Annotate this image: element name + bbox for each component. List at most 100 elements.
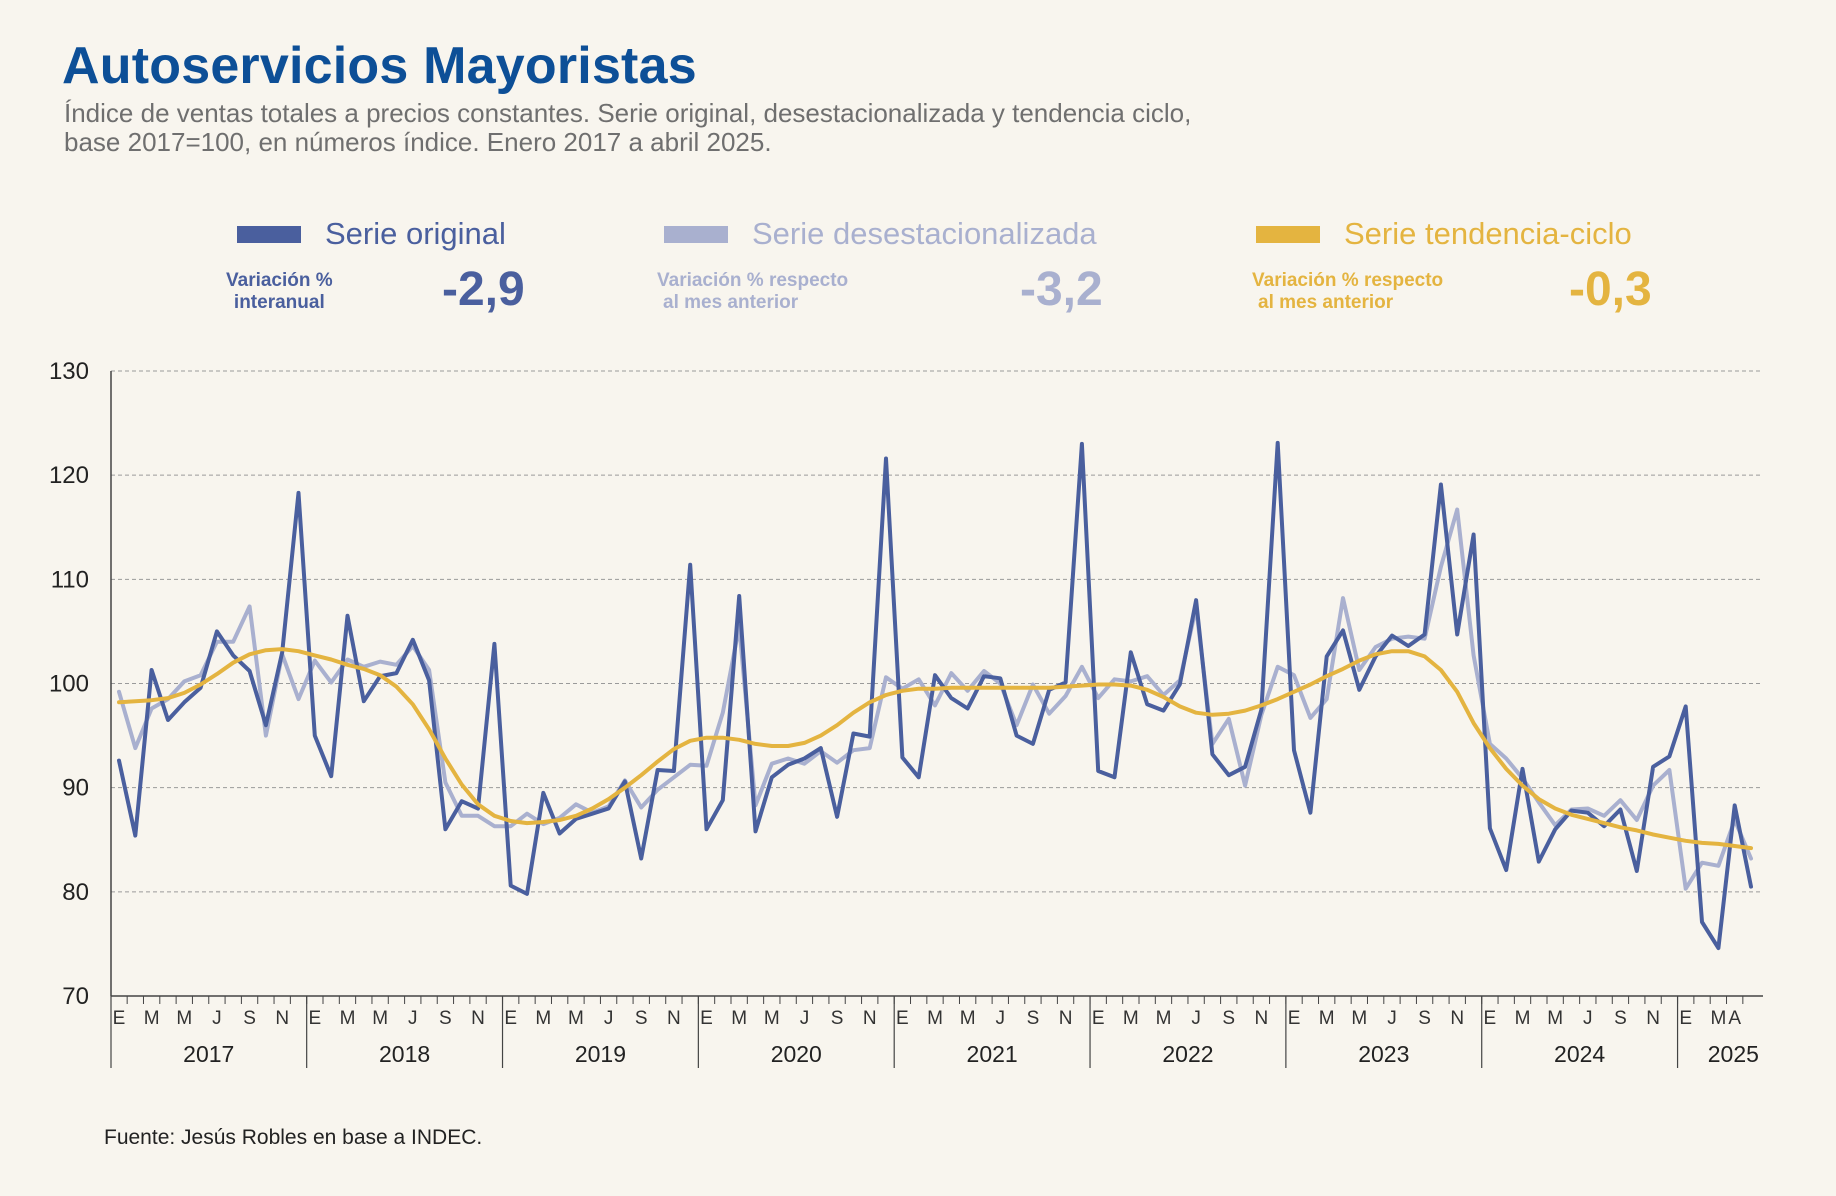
x-month-label: E <box>1092 1008 1105 1029</box>
legend-swatch-desestacionalizada <box>664 225 728 243</box>
x-month-label: M <box>144 1008 160 1029</box>
y-tick-label: 80 <box>62 879 89 906</box>
x-month-label: M <box>1319 1008 1335 1029</box>
x-month-label: M <box>927 1008 943 1029</box>
y-tick-label: 120 <box>49 462 89 489</box>
x-month-label: J <box>1387 1008 1397 1029</box>
x-year-label: 2018 <box>379 1041 430 1067</box>
series-desestacionalizada-line <box>117 507 1753 891</box>
variation-label-tendencia: Variación % respecto al mes anterior <box>1252 270 1443 314</box>
variation-label-tendencia-line1: Variación % respecto <box>1252 270 1444 291</box>
y-tick-label: 110 <box>51 566 89 593</box>
x-month-label: M <box>535 1008 551 1029</box>
x-month-label: M <box>1351 1008 1367 1029</box>
x-month-label: J <box>1191 1008 1201 1029</box>
variation-value-original: -2,9 <box>442 263 525 316</box>
x-month-label: E <box>1679 1008 1692 1029</box>
x-month-label: M <box>1710 1008 1726 1029</box>
y-tick-label: 70 <box>62 983 89 1010</box>
grid-lines <box>111 370 1763 893</box>
x-month-label: S <box>1418 1008 1431 1029</box>
y-tick-label: 130 <box>49 358 89 385</box>
x-month-label: S <box>635 1008 648 1029</box>
x-month-label: M <box>176 1008 192 1029</box>
x-month-label: N <box>471 1008 485 1029</box>
x-month-label: E <box>1288 1008 1301 1029</box>
x-month-label: M <box>764 1008 780 1029</box>
x-month-label: N <box>863 1008 877 1029</box>
x-month-label: M <box>1515 1008 1531 1029</box>
x-month-label: M <box>731 1008 747 1029</box>
subtitle-line-1: Índice de ventas totales a precios const… <box>64 98 1192 128</box>
variation-value-tendencia: -0,3 <box>1569 263 1652 316</box>
legend-item-desestacionalizada: Serie desestacionalizada <box>664 214 1097 254</box>
chart-title: Autoservicios Mayoristas <box>62 37 697 95</box>
x-month-label: S <box>831 1008 844 1029</box>
x-year-label: 2023 <box>1358 1041 1409 1067</box>
x-month-label: N <box>1450 1008 1464 1029</box>
x-month-label: M <box>1123 1008 1139 1029</box>
variation-label-desestacionalizada-line1: Variación % respecto <box>657 270 849 291</box>
series-lines <box>117 440 1753 951</box>
x-month-label: M <box>1156 1008 1172 1029</box>
source-note: Fuente: Jesús Robles en base a INDEC. <box>104 1126 483 1149</box>
variation-label-desestacionalizada-line2: al mes anterior <box>663 292 799 313</box>
series-tendencia-line <box>117 647 1753 851</box>
x-month-label: S <box>243 1008 256 1029</box>
variation-value-desestacionalizada: -3,2 <box>1020 263 1103 316</box>
variation-label-tendencia-line2: al mes anterior <box>1258 292 1394 313</box>
legend-item-tendencia: Serie tendencia-ciclo <box>1256 214 1632 254</box>
legend-swatch-original <box>237 225 301 243</box>
x-month-label: M <box>372 1008 388 1029</box>
x-month-label: M <box>568 1008 584 1029</box>
subtitle-line-2: base 2017=100, en números índice. Enero … <box>64 127 772 157</box>
variation-label-original-line2: interanual <box>233 292 325 313</box>
x-month-label: J <box>800 1008 810 1029</box>
x-month-label: J <box>212 1008 222 1029</box>
x-year-label: 2020 <box>771 1041 822 1067</box>
x-year-label: 2021 <box>967 1041 1018 1067</box>
x-month-label: S <box>1027 1008 1040 1029</box>
x-month-label: S <box>1614 1008 1627 1029</box>
x-month-label: E <box>113 1008 126 1029</box>
x-month-label: E <box>308 1008 321 1029</box>
x-month-label: J <box>408 1008 418 1029</box>
x-month-label: E <box>896 1008 909 1029</box>
variation-label-desestacionalizada: Variación % respecto al mes anterior <box>657 270 848 314</box>
x-year-label: 2025 <box>1708 1041 1759 1067</box>
x-month-label: N <box>275 1008 289 1029</box>
legend-label-tendencia: Serie tendencia-ciclo <box>1344 216 1632 251</box>
x-month-label: M <box>340 1008 356 1029</box>
x-month-label: E <box>700 1008 713 1029</box>
x-month-label: N <box>1646 1008 1660 1029</box>
x-year-label: 2024 <box>1554 1041 1605 1067</box>
x-month-label: E <box>1484 1008 1497 1029</box>
y-tick-label: 90 <box>62 775 89 802</box>
x-month-label: S <box>1222 1008 1235 1029</box>
legend-label-original: Serie original <box>325 216 506 251</box>
x-year-label: 2022 <box>1162 1041 1213 1067</box>
x-month-label: J <box>996 1008 1006 1029</box>
legend-item-original: Serie original <box>237 214 506 254</box>
x-month-label: E <box>504 1008 517 1029</box>
series-original-line <box>117 440 1753 951</box>
x-month-label: N <box>1255 1008 1269 1029</box>
x-month-label: M <box>960 1008 976 1029</box>
x-year-label: 2019 <box>575 1041 626 1067</box>
variation-label-original-line1: Variación % <box>226 270 333 291</box>
legend-swatch-tendencia <box>1256 225 1320 243</box>
x-year-label: 2017 <box>183 1041 234 1067</box>
y-axis: 70 80 90 100 110 120 130 <box>49 358 112 1010</box>
x-month-label: J <box>1583 1008 1593 1029</box>
x-month-label: S <box>439 1008 452 1029</box>
x-month-label: A <box>1728 1008 1741 1029</box>
legend-label-desestacionalizada: Serie desestacionalizada <box>752 216 1097 251</box>
x-month-label: J <box>604 1008 614 1029</box>
x-month-label: M <box>1547 1008 1563 1029</box>
y-tick-label: 100 <box>49 671 89 698</box>
variation-label-original: Variación % interanual <box>226 270 333 314</box>
x-month-label: N <box>1059 1008 1073 1029</box>
chart-subtitle: Índice de ventas totales a precios const… <box>64 99 1364 157</box>
